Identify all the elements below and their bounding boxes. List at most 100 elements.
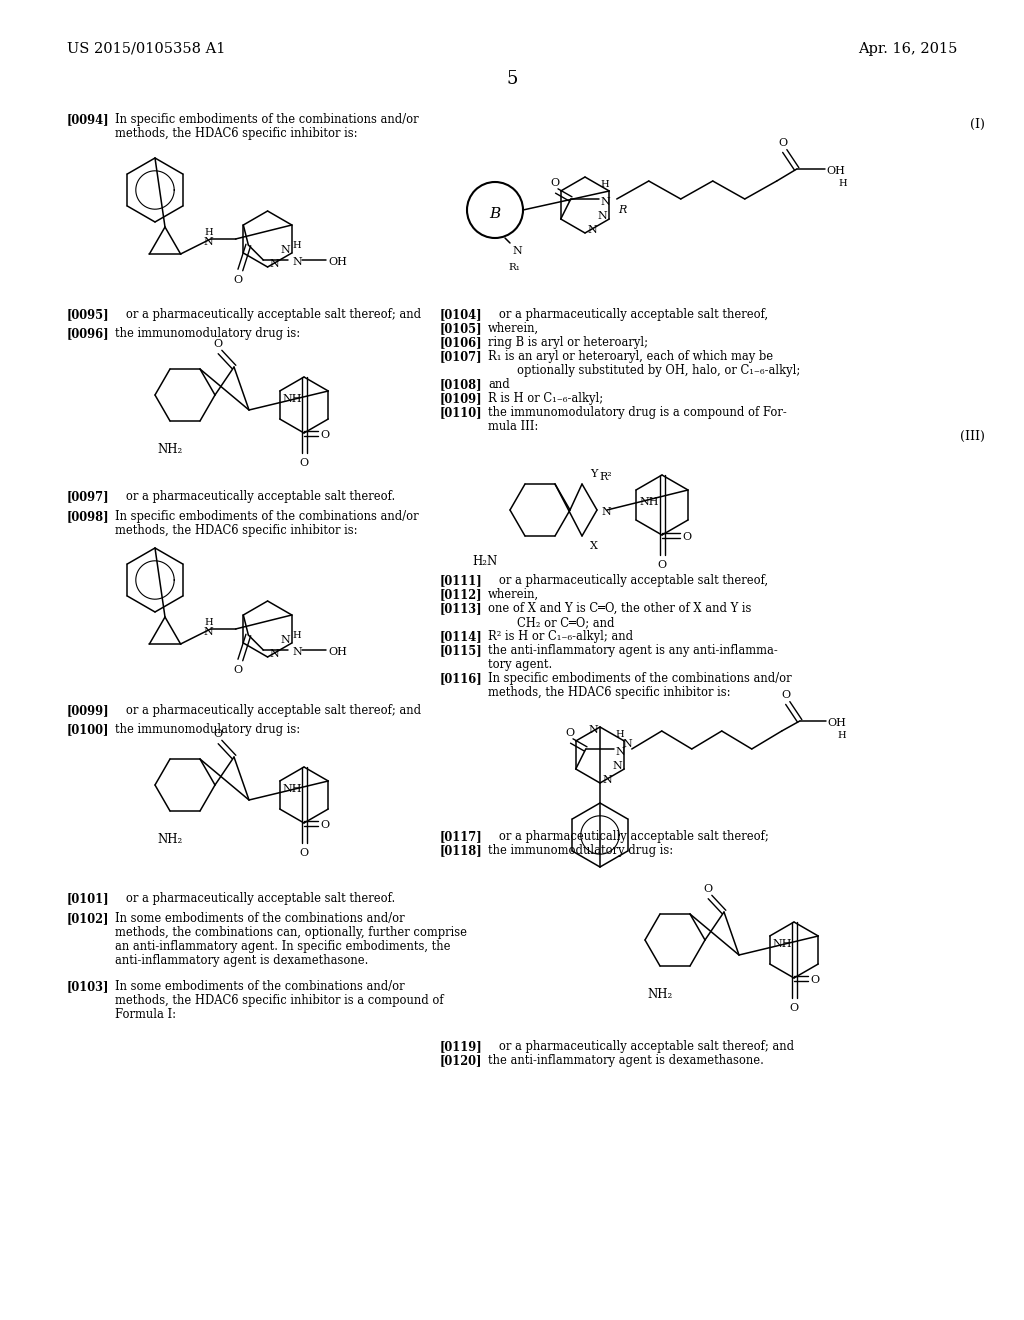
Text: N: N (281, 246, 290, 255)
Text: O: O (233, 275, 243, 285)
Text: and: and (488, 378, 510, 391)
Text: O: O (213, 729, 222, 739)
Text: optionally substituted by OH, halo, or C₁₋₆-alkyl;: optionally substituted by OH, halo, or C… (488, 364, 800, 378)
Text: [0097]: [0097] (67, 490, 110, 503)
Text: [0118]: [0118] (440, 843, 482, 857)
Text: NH: NH (283, 393, 302, 404)
Text: [0100]: [0100] (67, 723, 110, 737)
Text: [0104]: [0104] (440, 308, 482, 321)
Text: R² is H or C₁₋₆-alkyl; and: R² is H or C₁₋₆-alkyl; and (488, 630, 633, 643)
Text: In some embodiments of the combinations and/or: In some embodiments of the combinations … (115, 979, 404, 993)
Text: O: O (233, 665, 243, 675)
Text: methods, the HDAC6 specific inhibitor is:: methods, the HDAC6 specific inhibitor is… (488, 686, 730, 700)
Text: In specific embodiments of the combinations and/or: In specific embodiments of the combinati… (115, 114, 419, 125)
Text: or a pharmaceutically acceptable salt thereof;: or a pharmaceutically acceptable salt th… (488, 830, 769, 843)
Text: [0109]: [0109] (440, 392, 482, 405)
Text: X: X (590, 541, 598, 550)
Text: N: N (269, 259, 280, 269)
Text: [0114]: [0114] (440, 630, 482, 643)
Text: O: O (657, 560, 667, 570)
Text: O: O (299, 847, 308, 858)
Text: O: O (550, 178, 559, 187)
Text: [0113]: [0113] (440, 602, 482, 615)
Text: the anti-inflammatory agent is any anti-inflamma-: the anti-inflammatory agent is any anti-… (488, 644, 778, 657)
Text: [0105]: [0105] (440, 322, 482, 335)
Text: the anti-inflammatory agent is dexamethasone.: the anti-inflammatory agent is dexametha… (488, 1053, 764, 1067)
Text: [0094]: [0094] (67, 114, 110, 125)
Text: OH: OH (329, 257, 347, 267)
Text: N: N (602, 775, 611, 785)
Text: In some embodiments of the combinations and/or: In some embodiments of the combinations … (115, 912, 404, 925)
Text: OH: OH (826, 166, 846, 176)
Text: Apr. 16, 2015: Apr. 16, 2015 (858, 42, 957, 55)
Text: NH: NH (283, 784, 302, 795)
Text: H₂N: H₂N (472, 554, 498, 568)
Text: In specific embodiments of the combinations and/or: In specific embodiments of the combinati… (488, 672, 792, 685)
Text: ring B is aryl or heteroaryl;: ring B is aryl or heteroaryl; (488, 337, 648, 348)
Text: [0095]: [0095] (67, 308, 110, 321)
Text: [0102]: [0102] (67, 912, 110, 925)
Text: (I): (I) (970, 117, 985, 131)
Text: H: H (292, 242, 301, 249)
Text: [0103]: [0103] (67, 979, 110, 993)
Text: R: R (618, 205, 627, 215)
Text: the immunomodulatory drug is a compound of For-: the immunomodulatory drug is a compound … (488, 407, 786, 418)
Text: Y: Y (590, 469, 598, 479)
Text: [0107]: [0107] (440, 350, 482, 363)
Text: [0108]: [0108] (440, 378, 482, 391)
Text: H: H (615, 730, 625, 739)
Text: O: O (703, 884, 713, 894)
Text: wherein,: wherein, (488, 587, 539, 601)
Text: NH₂: NH₂ (158, 833, 182, 846)
Text: [0119]: [0119] (440, 1040, 482, 1053)
Text: 5: 5 (506, 70, 518, 88)
Text: methods, the HDAC6 specific inhibitor is:: methods, the HDAC6 specific inhibitor is… (115, 127, 357, 140)
Text: O: O (565, 729, 574, 738)
Text: [0120]: [0120] (440, 1053, 482, 1067)
Text: N: N (623, 739, 632, 748)
Text: methods, the HDAC6 specific inhibitor is:: methods, the HDAC6 specific inhibitor is… (115, 524, 357, 537)
Text: one of X and Y is C═O, the other of X and Y is: one of X and Y is C═O, the other of X an… (488, 602, 752, 615)
Text: N: N (269, 649, 280, 659)
Text: H: H (292, 631, 301, 640)
Text: N: N (292, 647, 302, 657)
Text: [0110]: [0110] (440, 407, 482, 418)
Text: [0099]: [0099] (67, 704, 110, 717)
Text: the immunomodulatory drug is:: the immunomodulatory drug is: (115, 723, 300, 737)
Text: R₁ is an aryl or heteroaryl, each of which may be: R₁ is an aryl or heteroaryl, each of whi… (488, 350, 773, 363)
Text: wherein,: wherein, (488, 322, 539, 335)
Text: mula III:: mula III: (488, 420, 539, 433)
Text: (III): (III) (961, 430, 985, 444)
Text: the immunomodulatory drug is:: the immunomodulatory drug is: (115, 327, 300, 341)
Text: or a pharmaceutically acceptable salt thereof.: or a pharmaceutically acceptable salt th… (115, 490, 395, 503)
Text: O: O (781, 690, 791, 700)
Text: N: N (588, 725, 598, 735)
Text: or a pharmaceutically acceptable salt thereof.: or a pharmaceutically acceptable salt th… (115, 892, 395, 906)
Text: [0112]: [0112] (440, 587, 482, 601)
Text: tory agent.: tory agent. (488, 657, 552, 671)
Text: [0106]: [0106] (440, 337, 482, 348)
Text: or a pharmaceutically acceptable salt thereof,: or a pharmaceutically acceptable salt th… (488, 574, 768, 587)
Text: O: O (790, 1003, 799, 1012)
Text: O: O (810, 975, 819, 985)
Text: N: N (512, 246, 522, 256)
Text: R is H or C₁₋₆-alkyl;: R is H or C₁₋₆-alkyl; (488, 392, 603, 405)
Text: Formula I:: Formula I: (115, 1008, 176, 1020)
Text: N: N (601, 197, 610, 207)
Text: NH₂: NH₂ (158, 444, 182, 455)
Text: R₁: R₁ (508, 263, 520, 272)
Text: methods, the combinations can, optionally, further comprise: methods, the combinations can, optionall… (115, 927, 467, 939)
Text: or a pharmaceutically acceptable salt thereof; and: or a pharmaceutically acceptable salt th… (488, 1040, 795, 1053)
Text: H: H (204, 618, 213, 627)
Text: O: O (213, 339, 222, 348)
Text: [0116]: [0116] (440, 672, 482, 685)
Text: or a pharmaceutically acceptable salt thereof,: or a pharmaceutically acceptable salt th… (488, 308, 768, 321)
Text: H: H (839, 180, 847, 187)
Text: N: N (615, 747, 626, 756)
Text: or a pharmaceutically acceptable salt thereof; and: or a pharmaceutically acceptable salt th… (115, 308, 421, 321)
Text: N: N (204, 627, 213, 638)
Text: CH₂ or C═O; and: CH₂ or C═O; and (488, 616, 614, 630)
Text: In specific embodiments of the combinations and/or: In specific embodiments of the combinati… (115, 510, 419, 523)
Text: [0115]: [0115] (440, 644, 482, 657)
Text: H: H (838, 731, 846, 741)
